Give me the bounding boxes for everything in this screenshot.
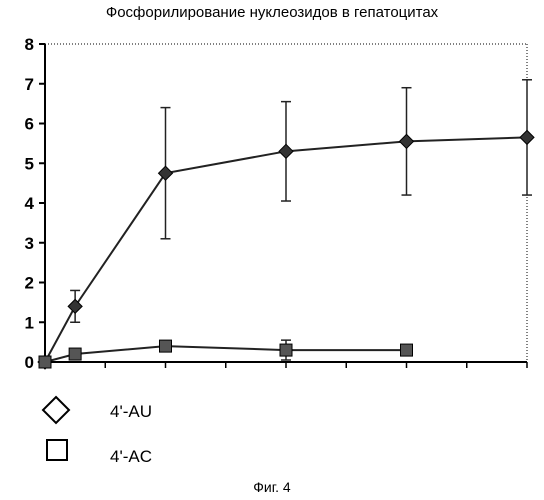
data-point (280, 344, 292, 356)
legend-label-ac: 4'-AC (110, 447, 152, 467)
y-tick-label: 8 (25, 35, 34, 54)
y-tick-label: 7 (25, 75, 34, 94)
data-point (69, 348, 81, 360)
data-point (401, 344, 413, 356)
series-layer (38, 80, 534, 369)
figure-caption: Фиг. 4 (0, 479, 544, 495)
data-point (279, 144, 293, 158)
series-line (45, 346, 407, 362)
y-tick-labels: 0 1 2 3 4 5 6 7 8 (25, 35, 45, 372)
series-au (38, 80, 534, 369)
data-point (39, 356, 51, 368)
legend-square-icon (45, 438, 69, 462)
data-point (520, 130, 534, 144)
y-tick-label: 1 (25, 313, 34, 332)
data-point (68, 299, 82, 313)
data-point (160, 340, 172, 352)
y-tick-label: 3 (25, 234, 34, 253)
legend-label-au: 4'-AU (110, 402, 152, 422)
y-tick-label: 4 (25, 194, 35, 213)
legend-diamond-icon (40, 394, 72, 426)
y-tick-label: 2 (25, 274, 34, 293)
y-tick-label: 6 (25, 115, 34, 134)
data-point (400, 134, 414, 148)
data-point (159, 166, 173, 180)
chart-axes (45, 44, 527, 368)
y-tick-label: 5 (25, 154, 34, 173)
y-tick-label: 0 (25, 353, 34, 372)
